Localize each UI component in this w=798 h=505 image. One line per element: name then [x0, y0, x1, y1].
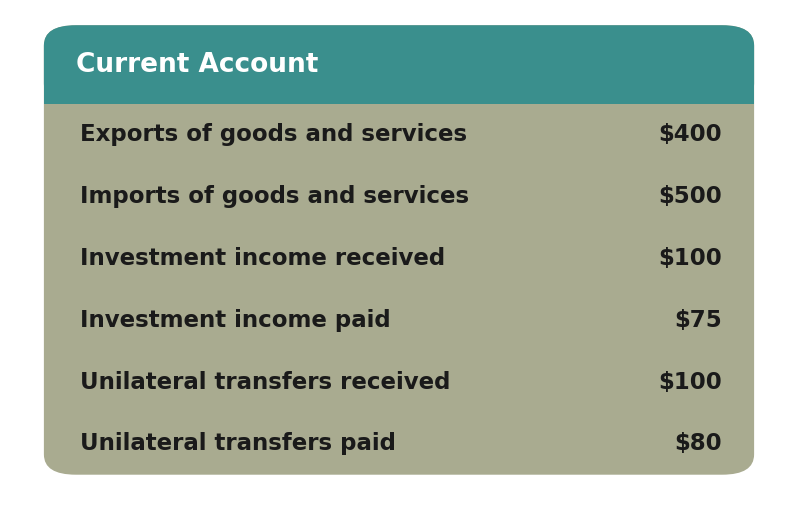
Text: Imports of goods and services: Imports of goods and services [80, 185, 469, 208]
Text: Current Account: Current Account [76, 52, 318, 78]
Text: Unilateral transfers paid: Unilateral transfers paid [80, 432, 396, 456]
Text: Investment income received: Investment income received [80, 247, 445, 270]
Text: $80: $80 [674, 432, 722, 456]
FancyBboxPatch shape [44, 25, 754, 475]
Text: $100: $100 [658, 247, 722, 270]
Text: Unilateral transfers received: Unilateral transfers received [80, 371, 450, 393]
FancyBboxPatch shape [44, 25, 754, 104]
Text: $400: $400 [658, 123, 722, 146]
Bar [44, 84, 754, 104]
Text: Investment income paid: Investment income paid [80, 309, 390, 332]
Text: $500: $500 [658, 185, 722, 208]
Text: $75: $75 [674, 309, 722, 332]
Text: Exports of goods and services: Exports of goods and services [80, 123, 467, 146]
Text: $100: $100 [658, 371, 722, 393]
